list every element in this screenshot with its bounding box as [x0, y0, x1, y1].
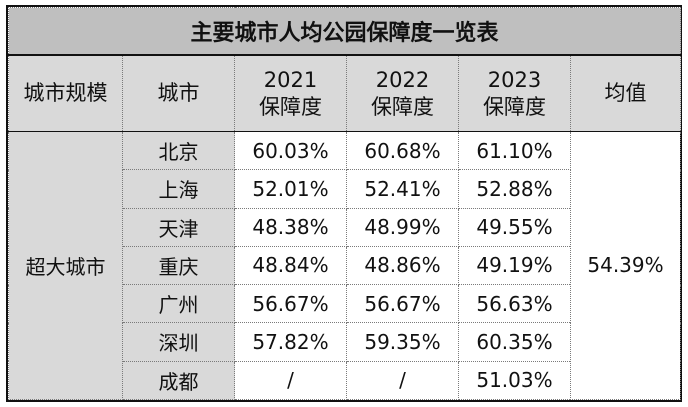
- table-row: 广州 56.67% 56.67% 56.63%: [9, 284, 681, 324]
- table-title: 主要城市人均公园保障度一览表: [7, 7, 682, 57]
- value-2022-cell: 56.67%: [346, 284, 459, 324]
- city-cell: 深圳: [122, 322, 235, 362]
- park-guarantee-table-frame: 主要城市人均公园保障度一览表 城市规模 城市 2021 保障度 2022 保障度…: [6, 5, 682, 402]
- value-2022-cell: 48.99%: [346, 207, 459, 247]
- value-2023-cell: 52.88%: [458, 169, 571, 209]
- header-2023-year: 2023: [487, 67, 542, 92]
- value-2023-cell: 61.10%: [458, 130, 571, 171]
- table-row: 超大城市 北京 60.03% 60.68% 61.10% 54.39%: [8, 130, 682, 401]
- header-average: 均值: [569, 54, 682, 132]
- value-2022-cell: 48.86%: [346, 245, 459, 286]
- group-scale-cell: 超大城市: [8, 130, 123, 401]
- title-row: 主要城市人均公园保障度一览表: [7, 7, 682, 57]
- value-2021-cell: 57.82%: [234, 322, 347, 362]
- value-2021-cell: 60.03%: [234, 130, 347, 171]
- header-scale: 城市规模: [8, 54, 123, 132]
- value-2023-cell: 56.63%: [458, 284, 571, 324]
- table-row: 天津 48.38% 48.99% 49.55%: [9, 207, 681, 247]
- header-2021-label: 保障度: [259, 94, 322, 119]
- city-cell: 广州: [122, 284, 235, 324]
- city-cell: 上海: [122, 169, 235, 209]
- header-2021-year: 2021: [263, 67, 318, 92]
- header-2022: 2022 保障度: [346, 54, 459, 132]
- table-row: 深圳 57.82% 59.35% 60.35%: [9, 322, 681, 362]
- value-2023-cell: 49.19%: [458, 245, 571, 286]
- table-row: 重庆 48.84% 48.86% 49.19%: [9, 245, 681, 286]
- value-2021-cell: 56.67%: [234, 284, 347, 324]
- value-2021-cell: 52.01%: [234, 169, 347, 209]
- value-2023-cell: 51.03%: [458, 360, 571, 401]
- value-2021-cell: 48.84%: [234, 245, 347, 286]
- header-2021: 2021 保障度: [234, 54, 347, 132]
- city-cell: 重庆: [122, 245, 235, 286]
- table-row: 成都 / / 51.03%: [9, 360, 681, 401]
- city-cell: 天津: [122, 207, 235, 247]
- header-2023: 2023 保障度: [458, 54, 571, 132]
- group-average-cell: 54.39%: [569, 130, 682, 401]
- header-2023-label: 保障度: [483, 94, 546, 119]
- value-2022-cell: 59.35%: [346, 322, 459, 362]
- header-city: 城市: [122, 54, 235, 132]
- value-2021-cell: 48.38%: [234, 207, 347, 247]
- city-cell: 成都: [122, 360, 235, 401]
- value-2022-cell: /: [346, 360, 459, 401]
- city-cell: 北京: [122, 130, 235, 171]
- header-row: 城市规模 城市 2021 保障度 2022 保障度 2023 保障度 均值: [8, 54, 682, 132]
- value-2023-cell: 60.35%: [458, 322, 571, 362]
- value-2023-cell: 49.55%: [458, 207, 571, 247]
- value-2022-cell: 52.41%: [346, 169, 459, 209]
- header-2022-label: 保障度: [371, 94, 434, 119]
- header-2022-year: 2022: [375, 67, 430, 92]
- park-guarantee-table: 主要城市人均公园保障度一览表 城市规模 城市 2021 保障度 2022 保障度…: [7, 7, 682, 401]
- value-2021-cell: /: [234, 360, 347, 401]
- value-2022-cell: 60.68%: [346, 130, 459, 171]
